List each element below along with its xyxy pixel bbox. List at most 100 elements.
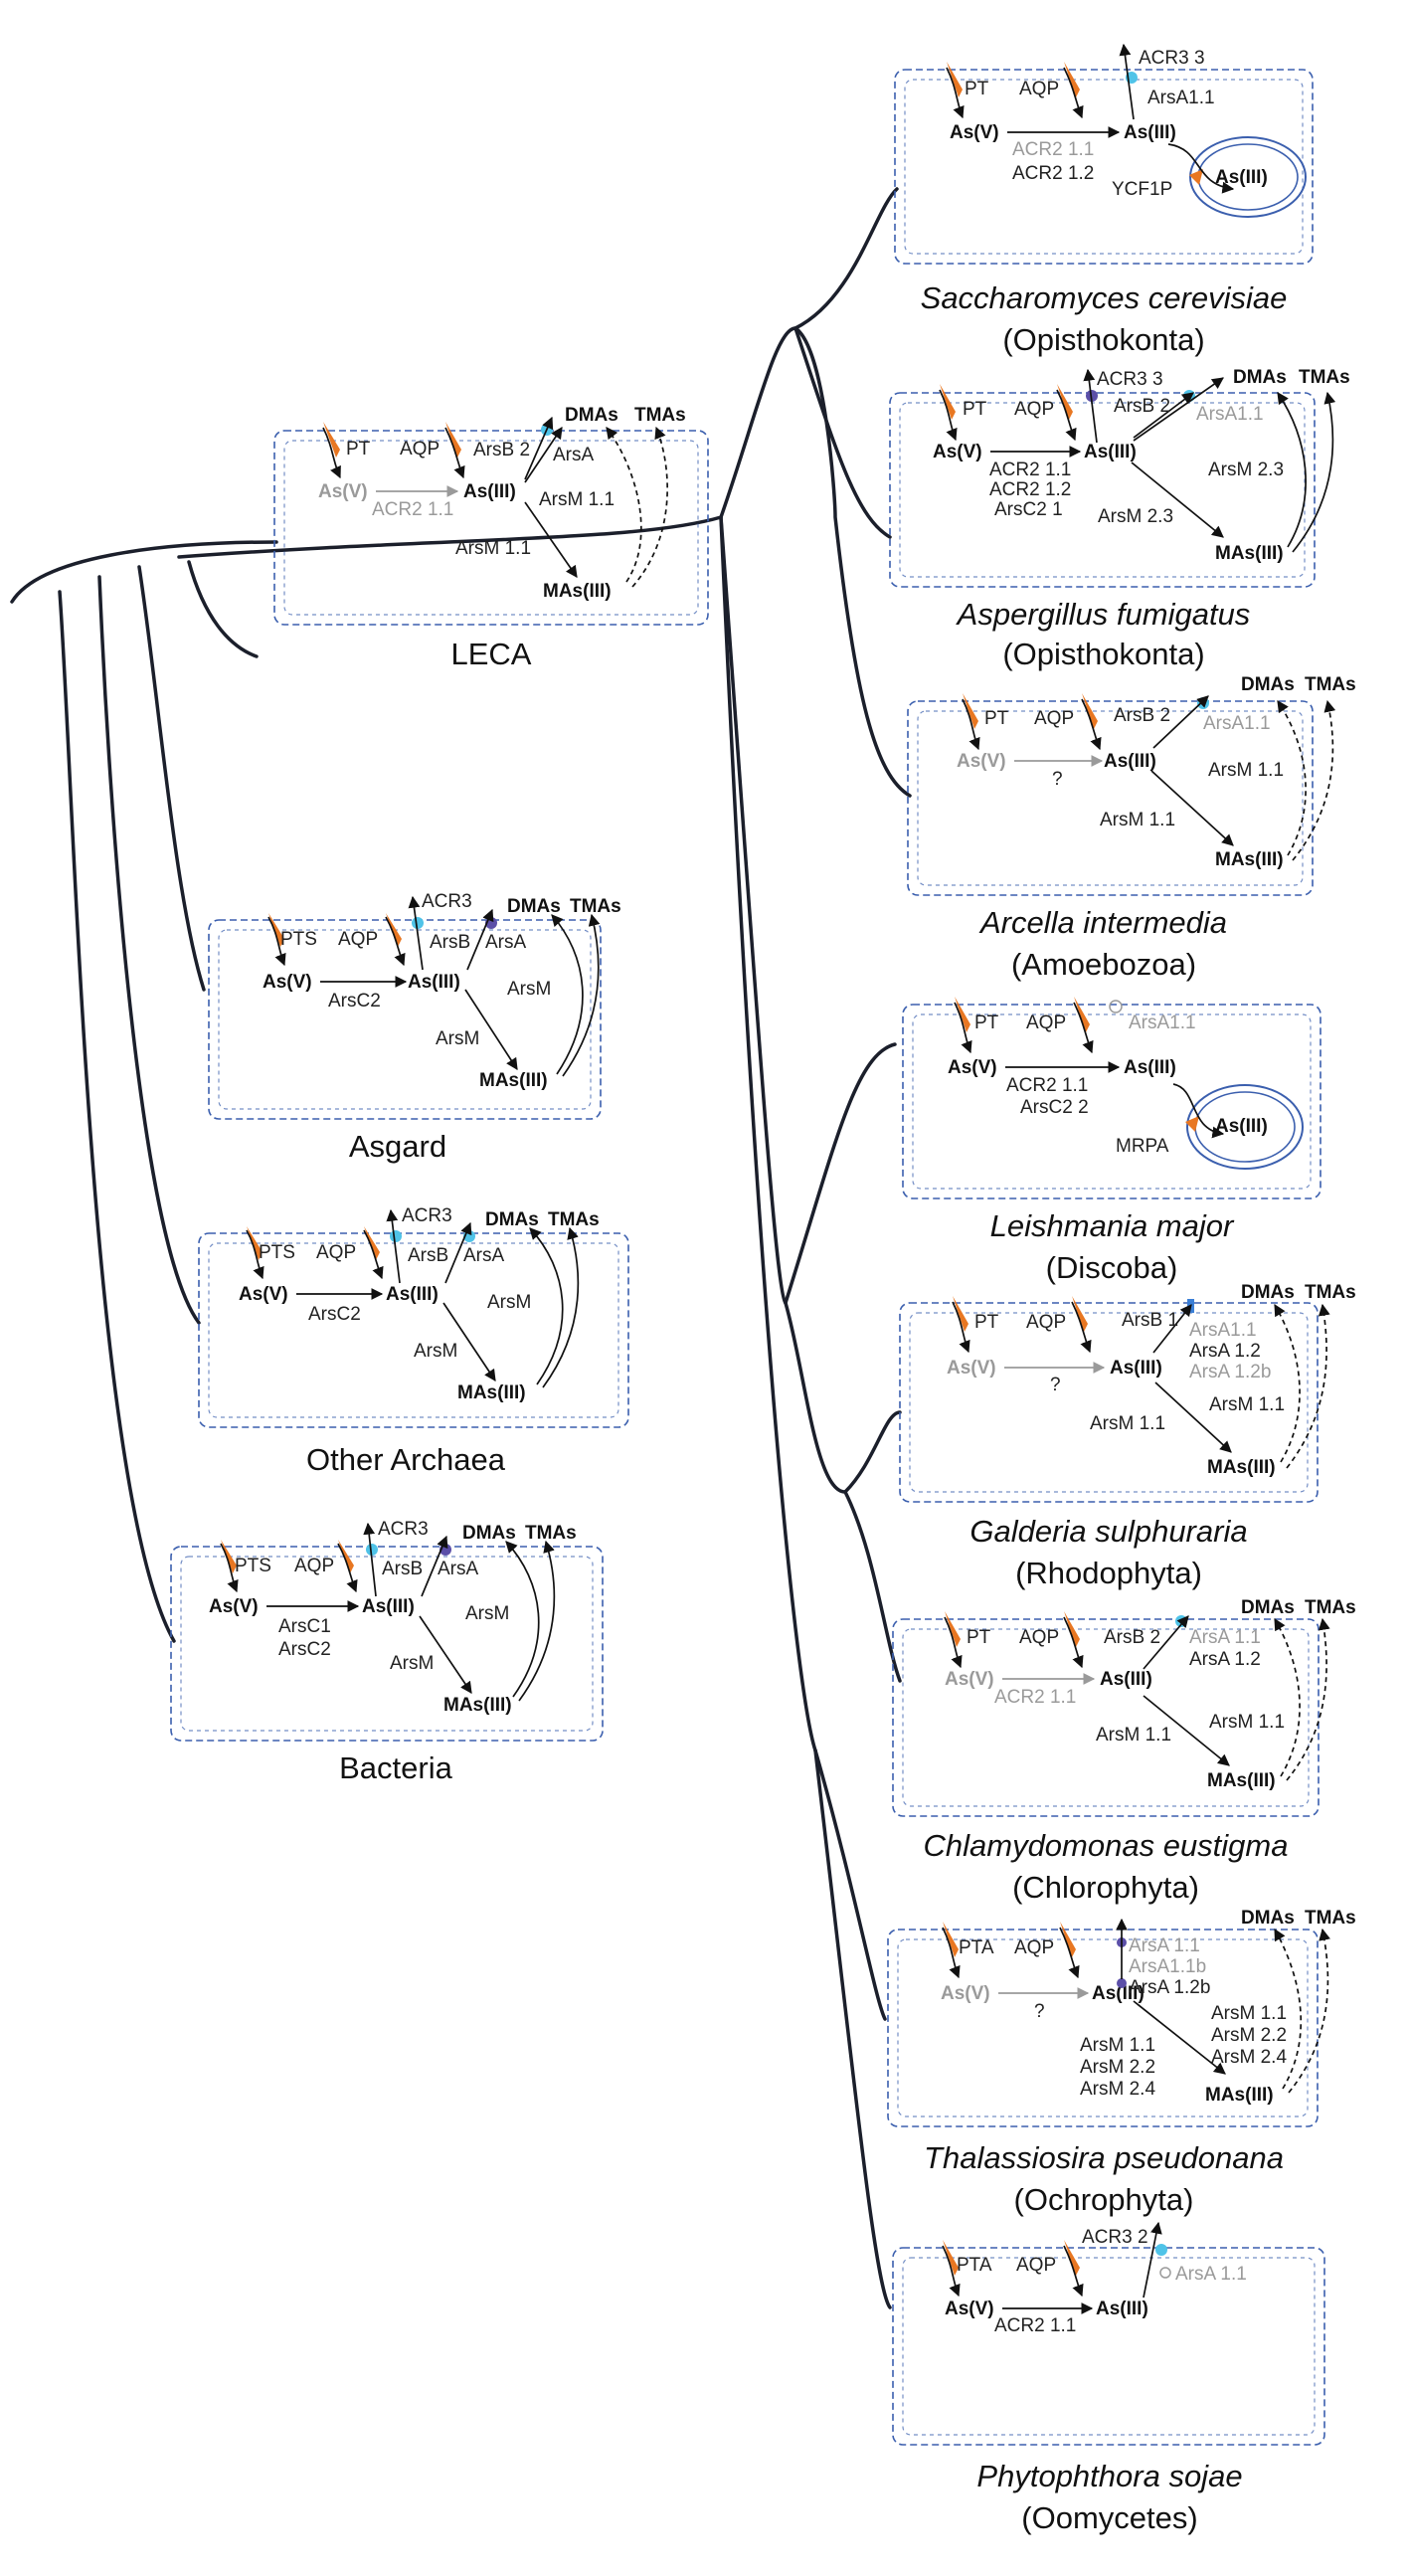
p3-arsb: ArsB 2 xyxy=(1114,705,1170,726)
p8-pt: PTA xyxy=(957,2255,992,2276)
leca-caption: LECA xyxy=(451,637,532,671)
p1-asv: As(V) xyxy=(950,122,999,143)
p8-aqp: AQP xyxy=(1016,2255,1056,2276)
p1-pt: PT xyxy=(965,79,989,99)
p3-species: Arcella intermedia xyxy=(978,905,1227,940)
p3-group: (Amoebozoa) xyxy=(1011,947,1196,982)
p4-pt: PT xyxy=(974,1012,999,1033)
p2-pt: PT xyxy=(963,399,987,420)
p5-asiii: As(III) xyxy=(1110,1358,1162,1379)
bacteria-mas: MAs(III) xyxy=(443,1695,512,1716)
archaea-tmas: TMAs xyxy=(548,1209,600,1230)
p2-acr-a: ACR2 1.1 xyxy=(989,460,1071,480)
p2-asv: As(V) xyxy=(933,442,982,462)
p6-species: Chlamydomonas eustigma xyxy=(923,1828,1288,1863)
asgard-arsa: ArsA xyxy=(485,932,527,953)
leca-mas: MAs(III) xyxy=(543,581,612,602)
p3-pt: PT xyxy=(984,708,1009,729)
p4-arsa: ArsA1.1 xyxy=(1129,1012,1196,1033)
p1-arsa: ArsA1.1 xyxy=(1147,88,1215,108)
panel-galderia: PT AQP As(V) ? As(III) ArsB 1 ArsA1.1 Ar… xyxy=(899,1282,1356,1590)
archaea-arsb: ArsB xyxy=(408,1245,448,1266)
p1-asiii: As(III) xyxy=(1124,122,1176,143)
panel-leishmania: PT AQP ArsA1.1 As(V) ACR2 1.1 ArsC2 2 As… xyxy=(902,997,1321,1285)
asgard-tmas: TMAs xyxy=(570,896,621,917)
p6-asv: As(V) xyxy=(945,1669,994,1690)
bacteria-arsa: ArsA xyxy=(438,1559,479,1579)
asgard-aqp: AQP xyxy=(338,929,378,950)
p7-asv: As(V) xyxy=(941,1983,990,2004)
p7-arsa3: ArsA 1.2b xyxy=(1129,1977,1210,1998)
p7-group: (Ochrophyta) xyxy=(1014,2182,1194,2217)
p6-asiii: As(III) xyxy=(1100,1669,1152,1690)
p6-mas: MAs(III) xyxy=(1207,1770,1276,1791)
archaea-pt: PTS xyxy=(259,1242,295,1263)
leca-acr: ACR2 1.1 xyxy=(372,499,453,520)
p2-dmas: DMAs xyxy=(1233,367,1287,388)
p2-acr3: ACR3 3 xyxy=(1097,369,1163,390)
p4-aqp: AQP xyxy=(1026,1012,1066,1033)
p1-species: Saccharomyces cerevisiae xyxy=(921,280,1288,315)
panel-phytophthora: PTA AQP As(V) ACR2 1.1 As(III) ACR3 2 Ar… xyxy=(892,2221,1325,2535)
p5-arsa2: ArsA 1.2 xyxy=(1189,1341,1261,1362)
p7-tmas: TMAs xyxy=(1305,1908,1356,1929)
p3-dmas: DMAs xyxy=(1241,674,1295,695)
leca-arsm-b: ArsM 1.1 xyxy=(455,538,531,559)
p2-tmas: TMAs xyxy=(1299,367,1350,388)
p6-dmas: DMAs xyxy=(1241,1597,1295,1618)
p6-arsm-b: ArsM 1.1 xyxy=(1096,1725,1171,1746)
p3-arsm-b: ArsM 1.1 xyxy=(1100,810,1175,830)
p6-arsa2: ArsA 1.2 xyxy=(1189,1649,1261,1670)
p8-species: Phytophthora sojae xyxy=(976,2459,1242,2493)
p7-asiii: As(III) xyxy=(1092,1983,1145,2004)
asgard-acr3: ACR3 xyxy=(422,891,472,912)
p1-aqp: AQP xyxy=(1019,79,1059,99)
p2-group: (Opisthokonta) xyxy=(1002,637,1204,671)
leca-tmas: TMAs xyxy=(634,405,686,426)
panel-other-archaea: PTS AQP As(V) ArsC2 As(III) ACR3 ArsB Ar… xyxy=(198,1205,629,1477)
p4-asv: As(V) xyxy=(948,1057,997,1078)
archaea-asv: As(V) xyxy=(239,1284,288,1305)
p7-arsa2: ArsA1.1b xyxy=(1129,1956,1206,1977)
p6-acr: ACR2 1.1 xyxy=(994,1687,1076,1708)
archaea-mas: MAs(III) xyxy=(457,1382,526,1403)
p4-arsc: ArsC2 2 xyxy=(1020,1097,1089,1118)
p2-arsc: ArsC2 1 xyxy=(994,499,1063,520)
archaea-aqp: AQP xyxy=(316,1242,356,1263)
p3-aqp: AQP xyxy=(1034,708,1074,729)
p7-mas: MAs(III) xyxy=(1205,2085,1274,2106)
p4-acr: ACR2 1.1 xyxy=(1006,1075,1088,1096)
p2-aqp: AQP xyxy=(1014,399,1054,420)
p5-asv: As(V) xyxy=(947,1358,996,1379)
bacteria-pt: PTS xyxy=(235,1556,271,1576)
p6-group: (Chlorophyta) xyxy=(1012,1870,1199,1905)
p4-mrpa: MRPA xyxy=(1116,1136,1169,1157)
panel-arcella: PT AQP As(V) ? As(III) ArsB 2 ArsA1.1 DM… xyxy=(907,674,1356,982)
p5-dmas: DMAs xyxy=(1241,1282,1295,1303)
p5-q: ? xyxy=(1050,1375,1061,1395)
p7-arsm-left-1: ArsM 1.1 xyxy=(1080,2035,1155,2056)
panel-saccharomyces: PT AQP As(V) ACR2 1.1 ACR2 1.2 As(III) A… xyxy=(894,43,1314,357)
p8-group: (Oomycetes) xyxy=(1021,2500,1197,2535)
p7-dmas: DMAs xyxy=(1241,1908,1295,1929)
asgard-asiii: As(III) xyxy=(408,972,460,993)
p2-asiii: As(III) xyxy=(1084,442,1137,462)
p2-arsm-b: ArsM 2.3 xyxy=(1098,506,1173,527)
p7-arsm-right-1: ArsM 1.1 xyxy=(1211,2003,1287,2024)
p8-asiii: As(III) xyxy=(1096,2299,1148,2319)
p1-acr3: ACR3 3 xyxy=(1139,48,1205,69)
p2-arsm-a: ArsM 2.3 xyxy=(1208,460,1284,480)
archaea-arsm-b: ArsM xyxy=(414,1341,457,1362)
p8-acr: ACR2 1.1 xyxy=(994,2315,1076,2336)
asgard-caption: Asgard xyxy=(349,1129,446,1164)
p3-arsa: ArsA1.1 xyxy=(1203,713,1271,734)
p5-arsm-a: ArsM 1.1 xyxy=(1209,1394,1285,1415)
bacteria-tmas: TMAs xyxy=(525,1523,577,1544)
bacteria-arsc2: ArsC2 xyxy=(278,1639,331,1660)
asgard-asv: As(V) xyxy=(263,972,312,993)
p2-arsa: ArsA1.1 xyxy=(1196,404,1264,425)
p5-arsa3: ArsA 1.2b xyxy=(1189,1362,1271,1382)
p2-arsb: ArsB 2 xyxy=(1114,396,1170,417)
panel-chlamydomonas: PT AQP As(V) ACR2 1.1 As(III) ArsB 2 Ars… xyxy=(892,1597,1356,1905)
p6-aqp: AQP xyxy=(1019,1627,1059,1648)
